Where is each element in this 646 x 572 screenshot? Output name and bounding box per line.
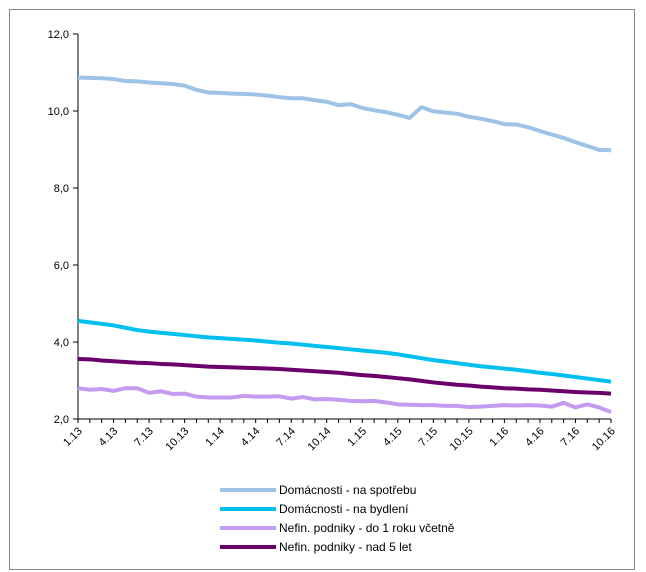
y-tick-label: 2,0 — [54, 414, 69, 426]
series-line-3 — [77, 386, 612, 414]
y-tick-label: 6,0 — [54, 260, 69, 272]
series-line-2 — [77, 318, 612, 384]
y-tick-label: 12,0 — [48, 29, 69, 41]
series-lines — [77, 75, 612, 414]
legend-label: Nefin. podniky - nad 5 let — [279, 540, 412, 554]
y-tick-label: 8,0 — [54, 183, 69, 195]
y-axis: 2,0 4,0 6,0 8,0 10,0 12,0 — [48, 29, 79, 426]
legend-label: Domácnosti - na spotřebu — [279, 483, 416, 497]
series-line-4 — [77, 356, 612, 396]
legend-label: Nefin. podniky - do 1 roku včetně — [279, 521, 455, 535]
y-tick-label: 4,0 — [54, 337, 69, 349]
legend: Domácnosti - na spotřebu Domácnosti - na … — [220, 483, 455, 554]
series-line-1 — [77, 75, 612, 153]
legend-label: Domácnosti - na bydlení — [279, 502, 409, 516]
y-tick-label: 10,0 — [48, 106, 69, 118]
